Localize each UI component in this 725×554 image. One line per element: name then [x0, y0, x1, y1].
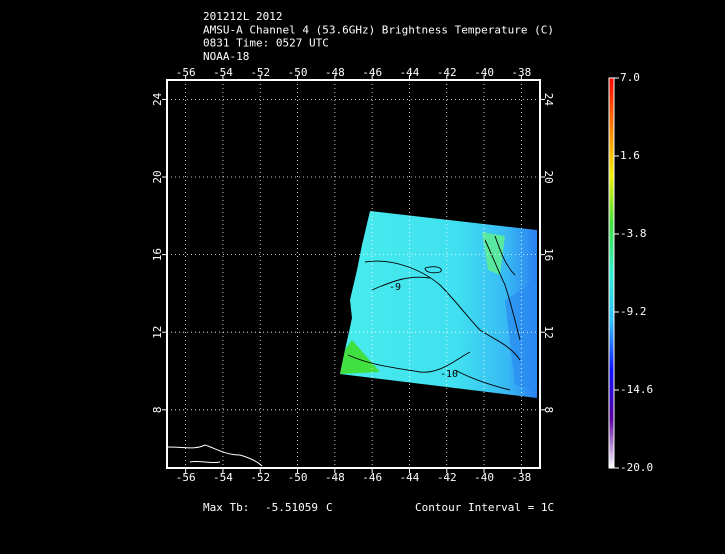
colorbar-tick-label: 1.6: [620, 149, 640, 162]
title-line: 201212L 2012: [203, 10, 282, 23]
x-tick-label: -56: [176, 471, 196, 484]
y-tick-label: 8: [151, 406, 164, 413]
x-tick-label: -52: [250, 471, 270, 484]
colorbar-tick-label: -9.2: [620, 305, 647, 318]
x-tick-label: -38: [511, 66, 531, 79]
max-tb-label: Max Tb:: [203, 501, 249, 514]
max-tb-value: -5.51059: [265, 501, 318, 514]
x-tick-label: -40: [474, 471, 494, 484]
x-tick-label: -44: [400, 66, 420, 79]
x-tick-label: -38: [511, 471, 531, 484]
y-tick-label: 12: [151, 326, 164, 339]
contour-interval: Contour Interval = 1C: [415, 501, 554, 514]
x-tick-label: -54: [213, 66, 233, 79]
title-line: NOAA-18: [203, 50, 249, 63]
x-tick-label: -42: [437, 471, 457, 484]
y-tick-label: 12: [542, 326, 555, 339]
contour-label: -10: [440, 369, 458, 380]
colorbar-tick-label: -14.6: [620, 383, 653, 396]
x-tick-label: -46: [362, 66, 382, 79]
x-tick-label: -40: [474, 66, 494, 79]
x-tick-label: -54: [213, 471, 233, 484]
y-tick-label: 16: [151, 248, 164, 261]
x-tick-label: -46: [362, 471, 382, 484]
y-tick-label: 20: [542, 170, 555, 183]
y-tick-label: 24: [542, 93, 555, 107]
x-tick-label: -44: [400, 471, 420, 484]
colorbar-tick-label: 7.0: [620, 71, 640, 84]
title-line: AMSU-A Channel 4 (53.6GHz) Brightness Te…: [203, 23, 554, 36]
y-tick-label: 8: [542, 406, 555, 413]
x-tick-label: -48: [325, 66, 345, 79]
map-frame: [166, 79, 541, 469]
x-tick-label: -42: [437, 66, 457, 79]
colorbar-tick-label: -3.8: [620, 227, 647, 240]
x-tick-label: -52: [250, 66, 270, 79]
x-tick-label: -48: [325, 471, 345, 484]
x-tick-label: -50: [288, 471, 308, 484]
x-tick-label: -50: [288, 66, 308, 79]
y-tick-label: 16: [542, 248, 555, 261]
colorbar: [608, 77, 615, 469]
axes: -56 -56 -54 -54 -52 -52 -50 -50 -48 -48 -46 -46 -44 -…: [151, 66, 555, 484]
y-tick-label: 24: [151, 92, 164, 106]
max-tb-unit: C: [326, 501, 333, 514]
x-tick-label: -56: [176, 66, 196, 79]
title-line: 0831 Time: 0527 UTC: [203, 37, 329, 50]
data-swath: [166, 211, 537, 467]
contour-label: -9: [389, 282, 401, 293]
y-tick-label: 20: [151, 170, 164, 183]
colorbar-tick-label: -20.0: [620, 461, 653, 474]
